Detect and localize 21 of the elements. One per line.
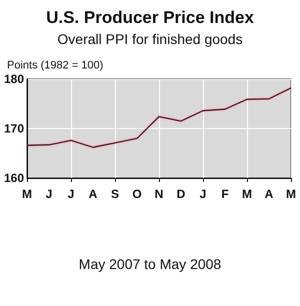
x-tick-label: M — [22, 187, 32, 201]
x-axis-title: May 2007 to May 2008 — [78, 256, 222, 272]
x-tick-label: S — [110, 187, 120, 201]
x-tick-label: J — [68, 187, 74, 201]
chart-subtitle: Overall PPI for finished goods — [57, 31, 243, 47]
y-axis-title: Points (1982 = 100) — [7, 60, 104, 72]
x-tick-label: A — [88, 187, 98, 201]
x-tick-label: J — [200, 187, 206, 201]
y-tick-label: 180 — [4, 72, 24, 86]
x-tick-label: M — [286, 187, 296, 201]
x-tick-label: M — [242, 187, 252, 201]
y-tick-label: 160 — [4, 171, 24, 185]
y-tick-label: 170 — [4, 122, 24, 136]
x-tick-label: A — [264, 187, 274, 201]
x-tick-label: N — [154, 187, 164, 201]
x-tick-label: O — [132, 187, 142, 201]
x-tick-label: D — [176, 187, 186, 201]
x-tick-label: F — [221, 187, 229, 201]
line-series — [26, 87, 292, 148]
x-tick-label: J — [46, 187, 52, 201]
chart-title: U.S. Producer Price Index — [46, 8, 254, 27]
